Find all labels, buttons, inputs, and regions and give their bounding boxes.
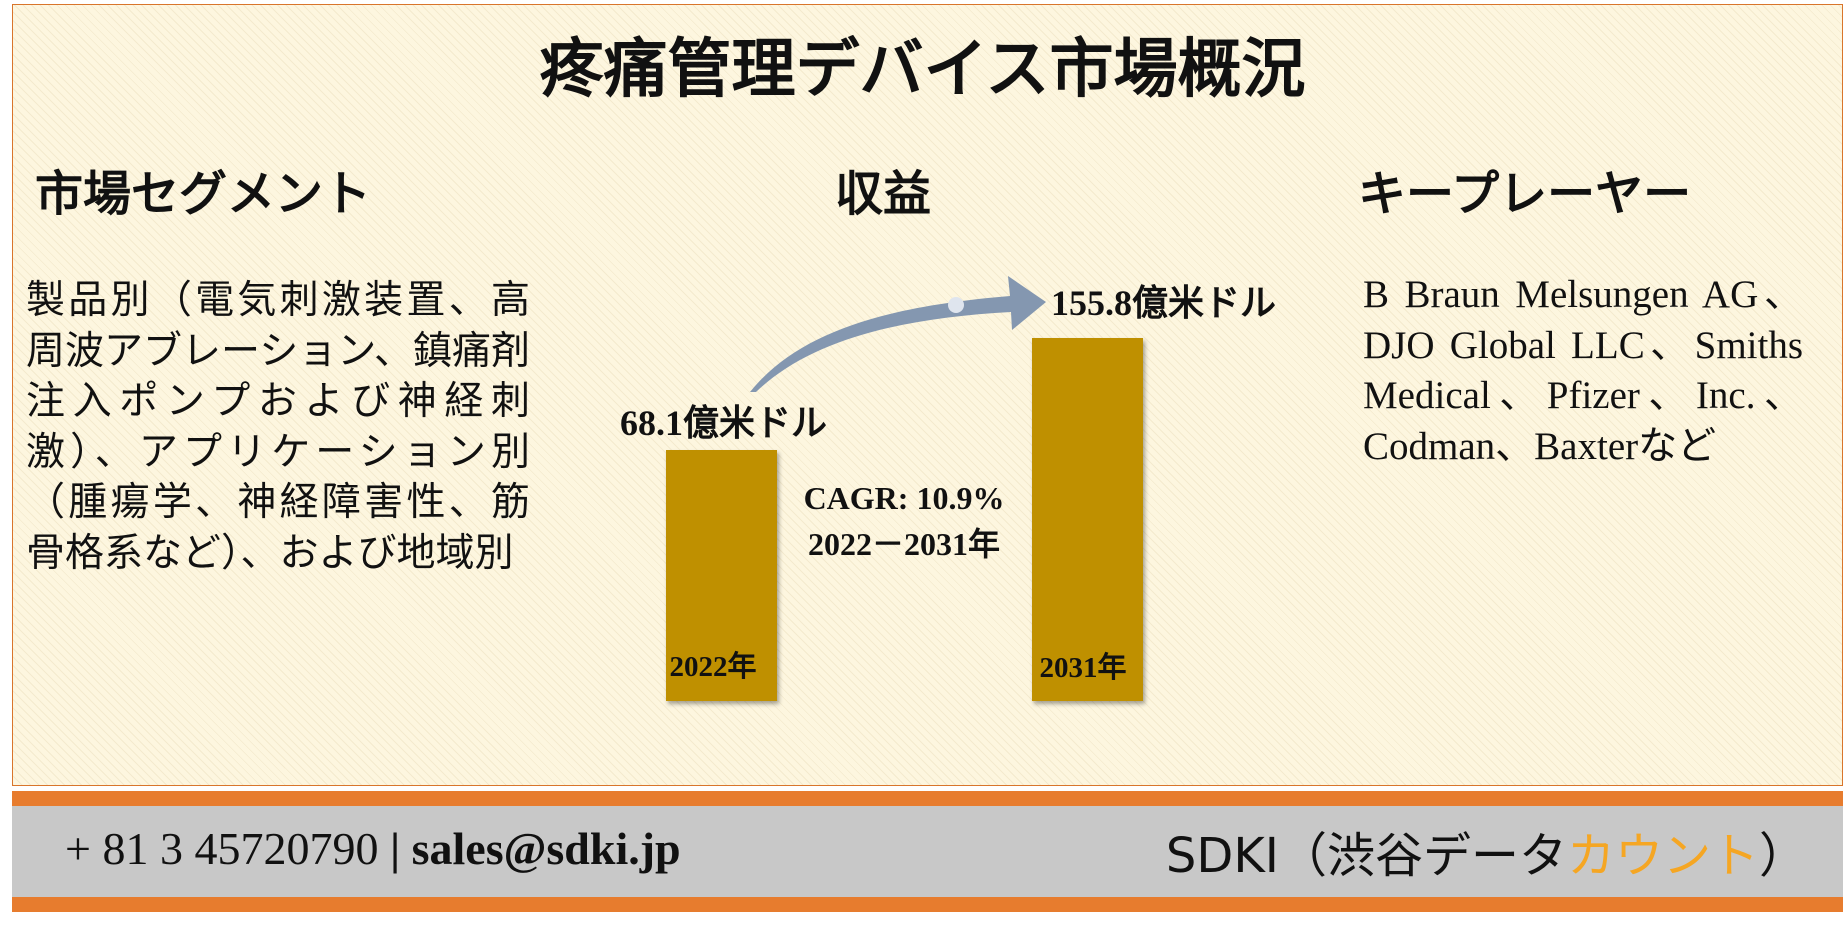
footer bbox=[12, 806, 1843, 897]
segments-text: 製品別（電気刺激装置、高周波アブレーション、鎮痛剤注入ポンプおよび神経刺激）、ア… bbox=[26, 279, 530, 575]
end-value: 155.8億米ドル bbox=[1051, 283, 1277, 323]
players-heading: キープレーヤー bbox=[1358, 168, 1692, 221]
panel bbox=[12, 4, 1843, 786]
contact: + 81 3 45720790 | sales@sdki.jp bbox=[65, 822, 681, 875]
growth-arrow bbox=[750, 276, 1046, 392]
separator: | bbox=[389, 823, 401, 874]
start-year: 2022年 bbox=[669, 651, 757, 683]
footer-band-top bbox=[12, 791, 1843, 806]
title: 疼痛管理デバイス市場概況 bbox=[539, 34, 1306, 105]
email[interactable]: sales@sdki.jp bbox=[411, 823, 681, 874]
phone: + 81 3 45720790 bbox=[65, 823, 379, 874]
brand-end: ） bbox=[1758, 828, 1807, 884]
footer-band-bottom bbox=[12, 897, 1843, 912]
brand: SDKI（渋谷データカウント） bbox=[1166, 816, 1807, 886]
players-text: B Braun Melsungen AG、DJO Global LLC、Smit… bbox=[1363, 273, 1803, 468]
end-year: 2031年 bbox=[1039, 652, 1127, 684]
period: 2022－2031年 bbox=[807, 526, 1000, 562]
revenue-heading: 収益 bbox=[834, 168, 931, 221]
bar-2031 bbox=[1032, 338, 1143, 701]
cagr: CAGR: 10.9% bbox=[803, 480, 1005, 516]
start-value: 68.1億米ドル bbox=[620, 403, 828, 443]
bar-2022 bbox=[666, 450, 777, 701]
brand-accent: カウント bbox=[1566, 828, 1759, 884]
segments-heading: 市場セグメント bbox=[35, 168, 372, 221]
arrow-dot bbox=[948, 297, 964, 313]
brand-name: SDKI（渋谷データ bbox=[1165, 828, 1567, 884]
